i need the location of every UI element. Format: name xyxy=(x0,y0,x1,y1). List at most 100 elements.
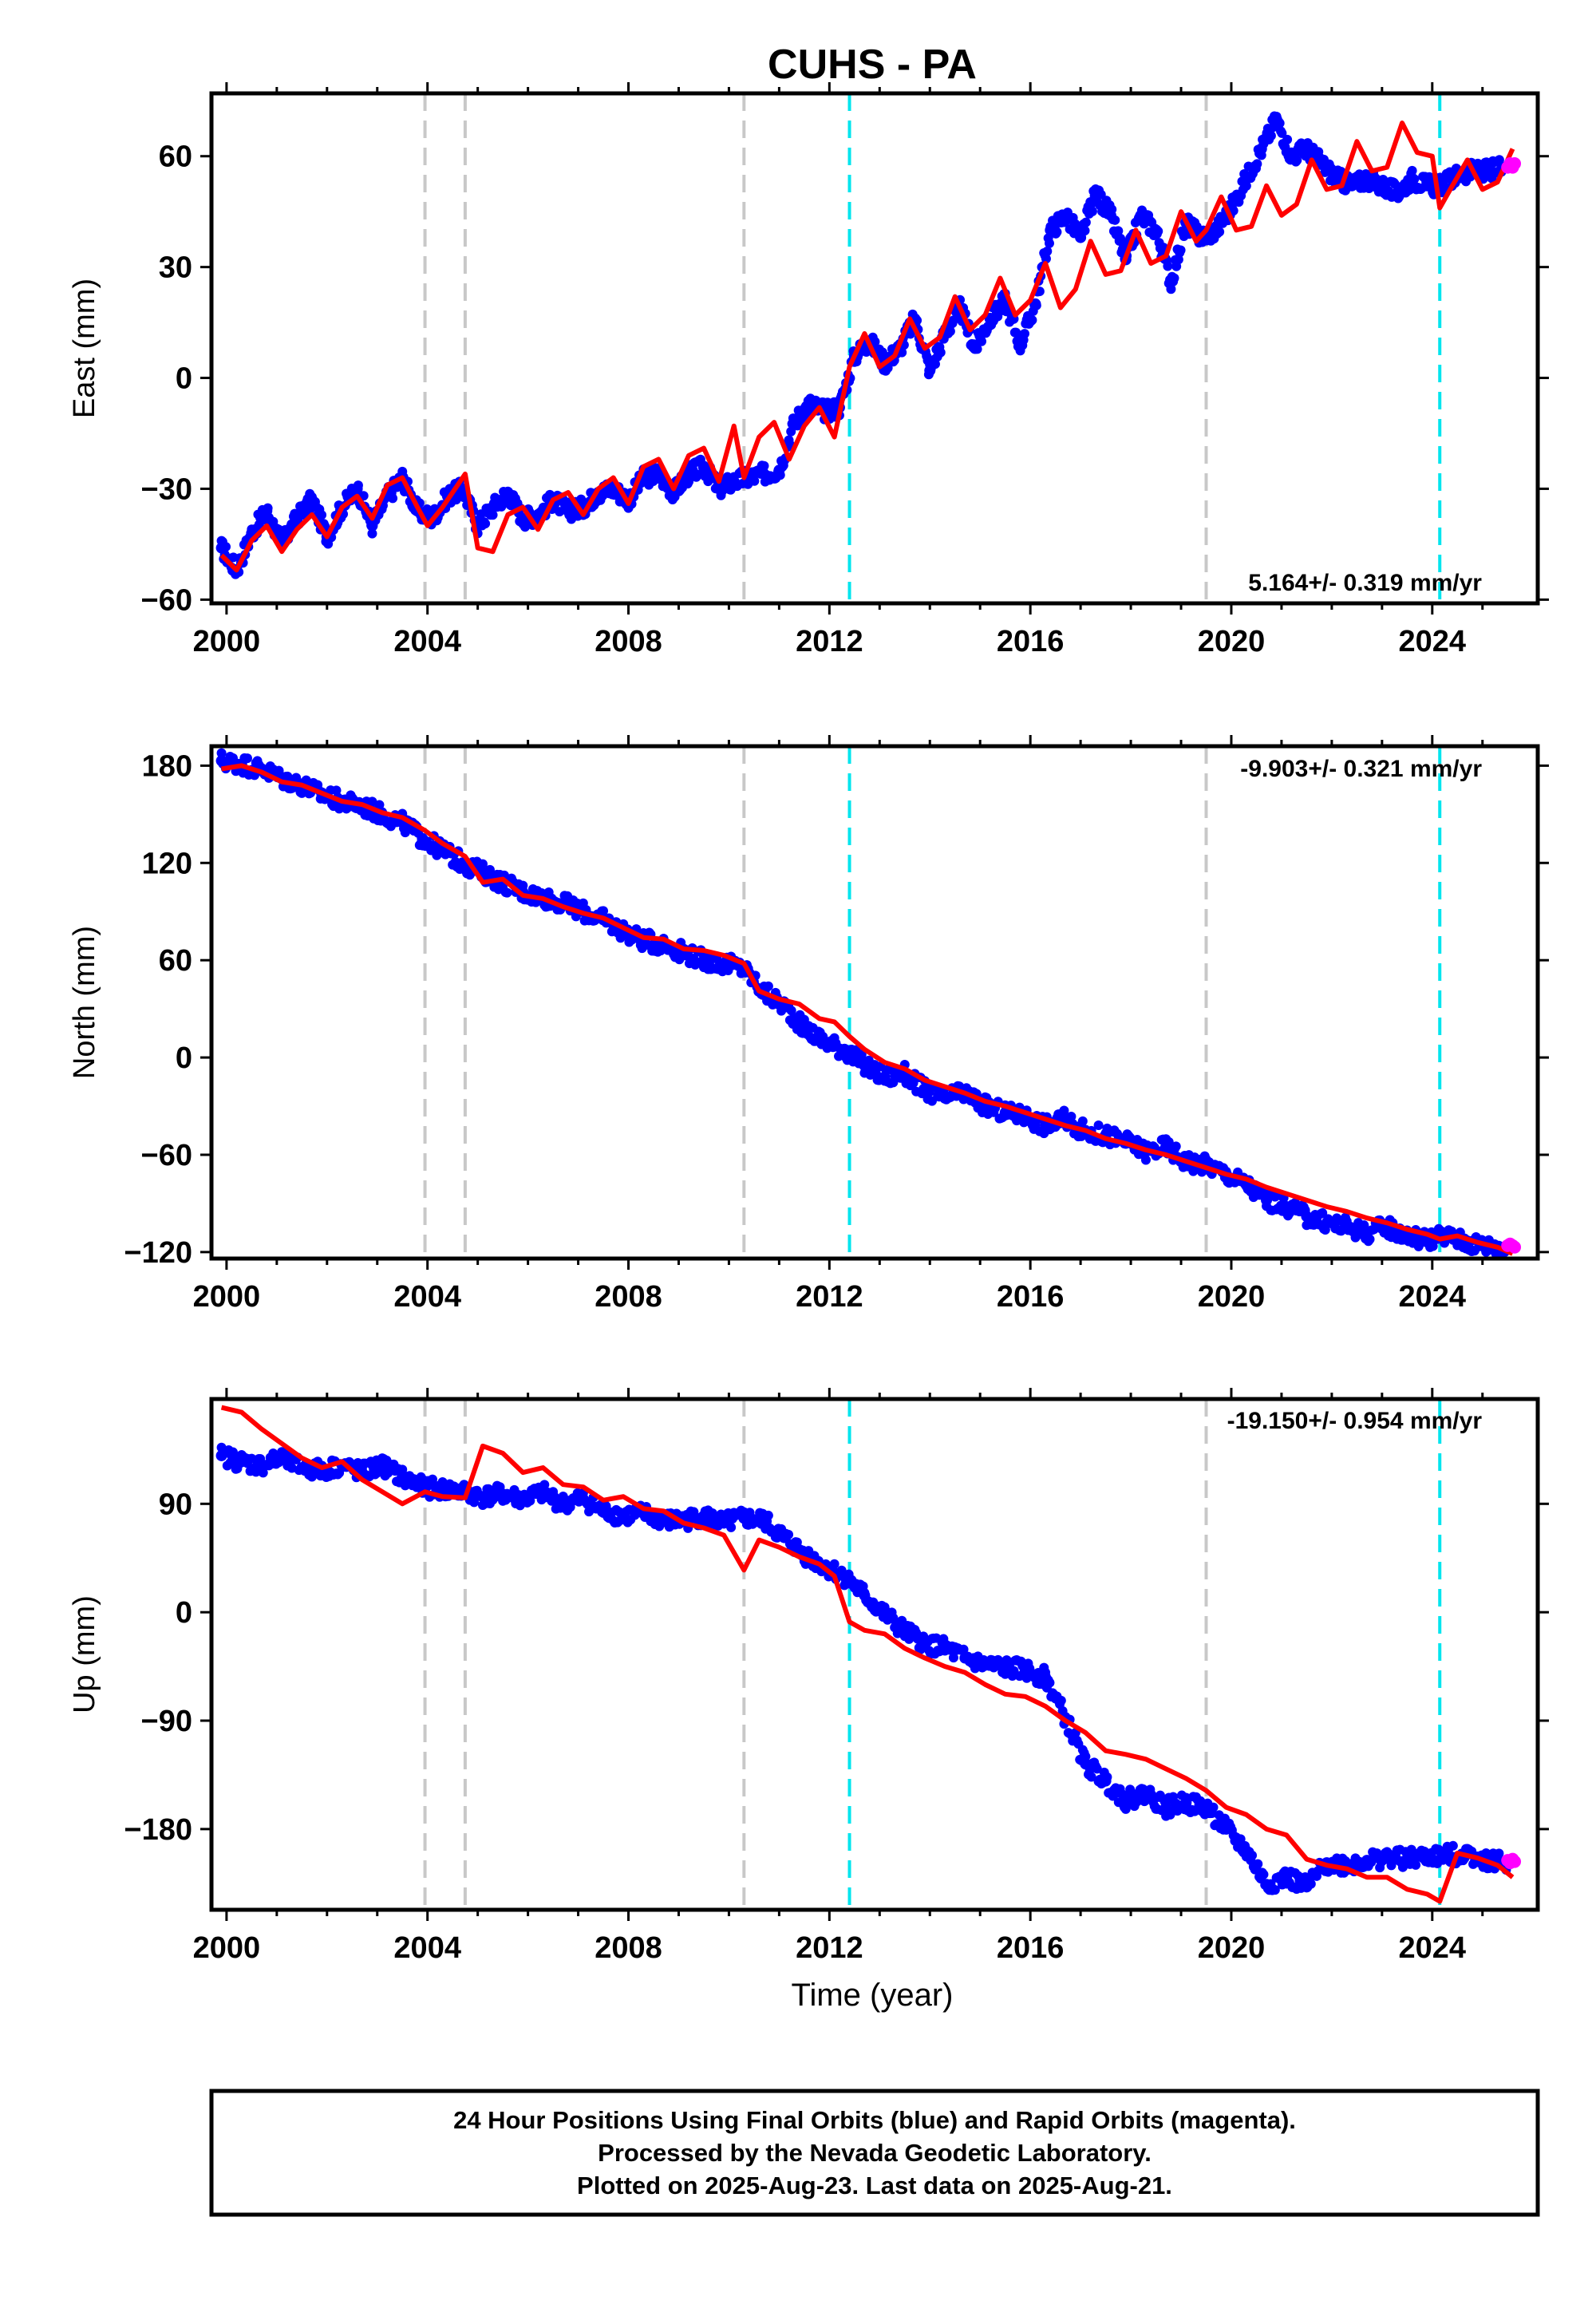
final-orbit-point xyxy=(1135,209,1147,221)
x-tick-label: 2024 xyxy=(1399,1931,1467,1965)
final-orbit-point xyxy=(1150,224,1162,236)
final-orbit-point xyxy=(829,1559,839,1569)
final-orbit-point xyxy=(374,800,385,810)
plot-frame xyxy=(209,91,1540,606)
final-orbit-point xyxy=(367,528,377,539)
final-orbit-point xyxy=(216,748,227,758)
final-orbit-point xyxy=(1019,1664,1031,1676)
final-orbit-point xyxy=(1258,1869,1269,1879)
final-orbit-point xyxy=(1341,1220,1353,1232)
final-orbit-point xyxy=(1282,134,1293,144)
final-orbit-point xyxy=(1041,254,1051,264)
footnote-line-1: 24 Hour Positions Using Final Orbits (bl… xyxy=(453,2106,1296,2134)
final-orbit-point xyxy=(728,476,740,488)
final-orbit-point xyxy=(437,1484,448,1496)
final-orbit-point xyxy=(658,1515,670,1527)
x-tick-label: 2024 xyxy=(1399,625,1467,658)
x-tick-label: 2004 xyxy=(393,625,461,658)
y-tick-label: −30 xyxy=(141,472,192,506)
final-orbit-point xyxy=(879,1071,891,1083)
final-orbit-point xyxy=(296,1462,308,1474)
final-orbit-point xyxy=(1436,180,1448,192)
final-orbit-point xyxy=(697,954,709,966)
final-orbit-point xyxy=(1090,188,1101,200)
final-orbit-point xyxy=(948,1653,958,1663)
final-orbit-point xyxy=(1160,1140,1172,1152)
final-orbit-point xyxy=(562,505,574,517)
final-orbit-point xyxy=(1361,1227,1373,1239)
final-orbit-point xyxy=(718,1517,730,1529)
final-orbit-point xyxy=(788,417,800,429)
final-orbit-point xyxy=(417,832,429,844)
final-orbit-point xyxy=(1301,143,1313,155)
y-tick-label: −60 xyxy=(141,1139,192,1172)
final-orbit-point xyxy=(899,1626,911,1638)
final-orbit-point xyxy=(1266,131,1276,141)
plot-frame xyxy=(209,744,1540,1261)
final-orbit-point xyxy=(939,1642,951,1654)
final-orbit-point xyxy=(539,1480,550,1490)
final-orbit-point xyxy=(1080,217,1091,227)
rapid-orbit-point xyxy=(1508,156,1522,170)
final-orbit-point xyxy=(1240,1845,1252,1857)
final-orbit-point xyxy=(1361,172,1373,184)
final-orbit-point xyxy=(969,342,981,354)
final-orbit-point xyxy=(1286,150,1298,162)
final-orbit-point xyxy=(477,859,488,869)
x-tick-label: 2000 xyxy=(193,1280,261,1314)
final-orbit-point xyxy=(999,1107,1011,1119)
final-orbit-point xyxy=(1080,1758,1092,1770)
final-orbit-point xyxy=(759,460,769,471)
final-orbit-point xyxy=(1448,1840,1458,1851)
final-orbit-point xyxy=(758,1515,770,1527)
final-orbit-point xyxy=(819,1035,831,1047)
final-orbits-series xyxy=(215,111,1508,579)
final-orbit-point xyxy=(317,510,327,520)
x-tick-label: 2000 xyxy=(193,625,261,658)
plot-frame xyxy=(209,1397,1540,1912)
final-orbit-point xyxy=(1060,1113,1072,1125)
final-orbit-point xyxy=(1277,128,1287,138)
final-orbit-point xyxy=(1019,329,1029,339)
final-orbit-point xyxy=(306,494,318,506)
final-orbit-point xyxy=(1270,113,1282,125)
final-orbit-point xyxy=(668,487,680,499)
y-tick-label: 0 xyxy=(176,1596,192,1630)
final-orbit-point xyxy=(1270,1885,1280,1895)
rapid-orbits-series xyxy=(1501,1237,1522,1254)
footnote-line-3: Plotted on 2025-Aug-23. Last data on 202… xyxy=(577,2172,1172,2199)
plot-area xyxy=(215,748,1522,1259)
x-tick-label: 2008 xyxy=(595,1280,662,1314)
chart-panels: 2000 2004 2008 2012 2016 2020 2024 −60 −30 0 30 60 E… xyxy=(68,82,1549,1965)
y-tick-label: 120 xyxy=(142,847,192,880)
final-orbit-point xyxy=(1092,1764,1102,1774)
final-orbit-point xyxy=(1211,224,1223,236)
final-orbit-point xyxy=(758,468,770,480)
panel-north: 2000 2004 2008 2012 2016 2020 2024 −120 −60 0 60 12… xyxy=(68,735,1549,1314)
final-orbit-point xyxy=(557,1498,569,1510)
final-orbit-point xyxy=(1253,1859,1263,1869)
x-tick-label: 2024 xyxy=(1399,1280,1467,1314)
footnote-box xyxy=(209,2089,1540,2217)
x-tick-label: 2012 xyxy=(796,1280,863,1314)
final-orbit-point xyxy=(1401,1853,1413,1865)
final-orbit-point xyxy=(618,1510,630,1522)
final-orbit-point xyxy=(1281,1200,1293,1212)
final-orbit-point xyxy=(859,1590,871,1602)
final-orbit-point xyxy=(1180,1796,1192,1808)
final-orbit-point xyxy=(1200,1801,1212,1813)
final-orbit-point xyxy=(697,460,709,472)
final-orbit-point xyxy=(517,1493,529,1505)
final-orbit-point xyxy=(924,365,936,377)
final-orbit-point xyxy=(1428,1241,1438,1251)
rapid-orbits-series xyxy=(1501,156,1522,174)
y-axis-label: Up (mm) xyxy=(68,1595,101,1713)
x-tick-label: 2008 xyxy=(595,625,662,658)
final-orbit-point xyxy=(351,483,363,495)
final-orbit-point xyxy=(469,1497,480,1508)
final-orbit-point xyxy=(839,1570,851,1582)
final-orbit-point xyxy=(1281,1871,1293,1883)
footnote-line-2: Processed by the Nevada Geodetic Laborat… xyxy=(598,2139,1152,2167)
final-orbit-point xyxy=(1346,180,1358,192)
